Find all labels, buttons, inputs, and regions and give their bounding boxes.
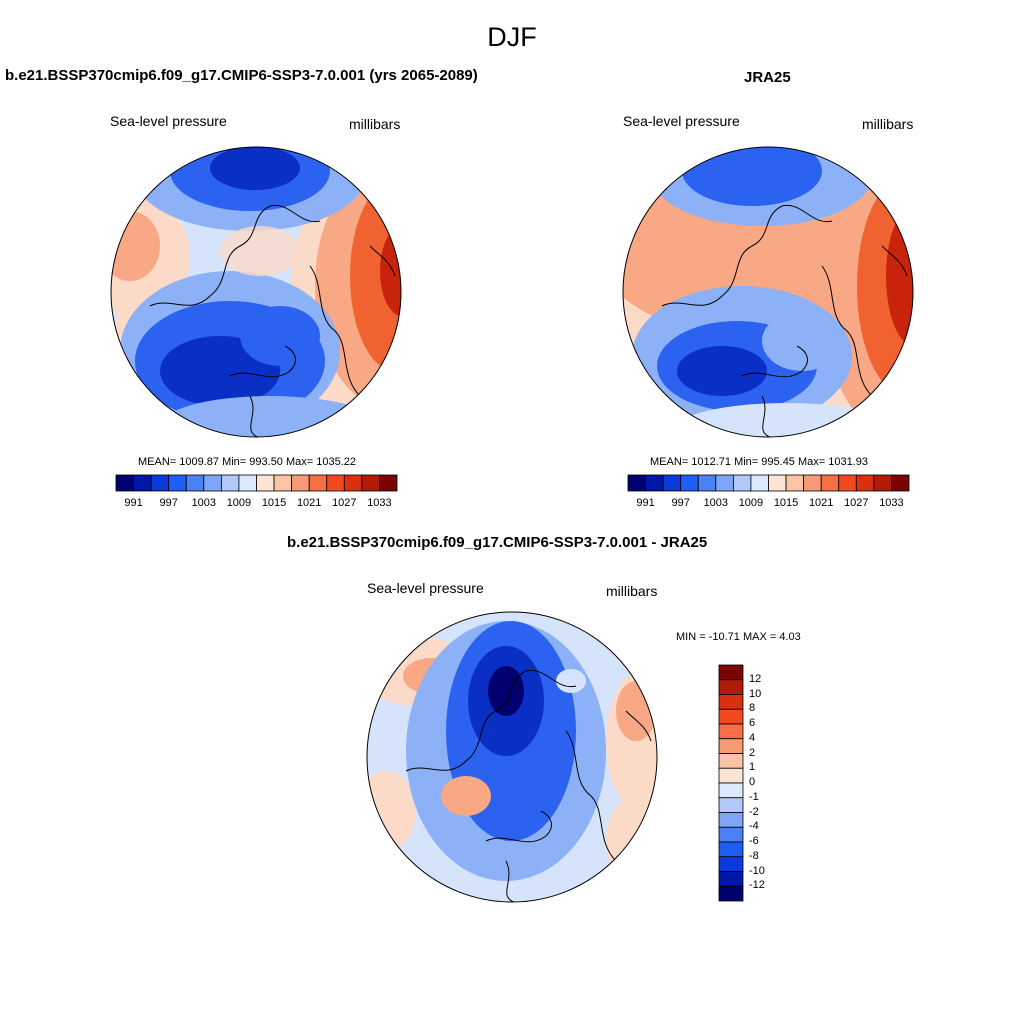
colorbar-tick-label: 1027	[844, 497, 869, 509]
colorbar-box	[718, 856, 744, 872]
colorbar-tick-label: 6	[749, 717, 756, 729]
colorbar-tick-label: 1003	[191, 497, 217, 509]
colorbar-tick-label: -2	[749, 805, 759, 818]
colorbar-tick-label: 991	[636, 497, 655, 509]
colorbar-box	[662, 474, 682, 492]
diff-variable-label: Sea-level pressure	[367, 580, 484, 596]
model-stats: MEAN= 1009.87 Min= 993.50 Max= 1035.22	[138, 456, 357, 468]
model-units-label: millibars	[349, 116, 401, 132]
colorbar-tick-label: 12	[749, 672, 762, 685]
colorbar-box	[718, 723, 744, 740]
colorbar-box	[308, 474, 328, 492]
colorbar-box	[820, 474, 840, 492]
colorbar-tick-label: 1027	[332, 497, 357, 509]
colorbar-box	[718, 871, 744, 887]
colorbar-tick-label: 1009	[226, 497, 252, 509]
obs-stats: MEAN= 1012.71 Min= 995.45 Max= 1031.93	[650, 456, 869, 468]
colorbar-box	[168, 474, 187, 492]
colorbar-box	[273, 474, 293, 492]
colorbar-box	[133, 474, 152, 492]
colorbar-box	[256, 474, 275, 492]
colorbar-box	[785, 474, 805, 492]
colorbar-box	[697, 474, 717, 492]
colorbar-box	[718, 826, 744, 843]
model-polar-map	[110, 146, 402, 438]
colorbar-box	[718, 812, 744, 828]
colorbar-box	[379, 474, 398, 492]
colorbar-box	[115, 474, 134, 492]
figure-title: DJF	[487, 22, 537, 52]
colorbar-tick-label: -4	[749, 820, 759, 833]
colorbar-box	[718, 767, 744, 784]
colorbar-tick-label: 1021	[808, 497, 834, 509]
colorbar-box	[718, 664, 744, 681]
colorbar-box	[718, 841, 744, 858]
colorbar-tick-label: -8	[749, 849, 759, 862]
colorbar-tick-label: 997	[159, 497, 178, 509]
diff-polar-map	[366, 611, 658, 903]
colorbar-box	[718, 694, 744, 710]
colorbar-box	[891, 474, 910, 492]
colorbar-tick-label: 1033	[367, 497, 392, 509]
colorbar-tick-label: 10	[749, 687, 762, 700]
colorbar-box	[203, 474, 222, 492]
colorbar-box	[627, 474, 646, 492]
colorbar-box	[361, 474, 380, 492]
colorbar-tick-label: -1	[749, 790, 759, 803]
colorbar-tick-label: 4	[749, 731, 756, 744]
colorbar-box	[291, 474, 310, 492]
colorbar-box	[238, 474, 257, 492]
obs-variable-label: Sea-level pressure	[623, 113, 740, 129]
colorbar-tick-label: 2	[749, 746, 756, 759]
colorbar-box	[732, 474, 752, 492]
colorbar-tick-label: -12	[749, 879, 765, 892]
diff-panel-title: b.e21.BSSP370cmip6.f09_g17.CMIP6-SSP3-7.…	[287, 534, 708, 551]
colorbar-box	[718, 679, 744, 695]
colorbar-box	[803, 474, 822, 492]
colorbar-box	[838, 474, 857, 492]
colorbar-tick-label: 1021	[296, 497, 322, 509]
colorbar-tick-label: 1003	[703, 497, 729, 509]
colorbar-box	[750, 474, 769, 492]
colorbar-box	[645, 474, 664, 492]
colorbar-tick-label: 1033	[879, 497, 904, 509]
colorbar-tick-label: 1015	[773, 497, 799, 509]
model-colorbar	[115, 474, 398, 492]
obs-colorbar	[627, 474, 910, 492]
colorbar-box	[718, 885, 744, 902]
obs-polar-map	[622, 146, 914, 438]
colorbar-tick-label: 997	[671, 497, 690, 509]
colorbar-box	[873, 474, 892, 492]
colorbar-box	[715, 474, 734, 492]
model-panel-title: b.e21.BSSP370cmip6.f09_g17.CMIP6-SSP3-7.…	[5, 67, 478, 84]
colorbar-box	[718, 738, 744, 754]
diff-colorbar	[718, 664, 744, 902]
colorbar-tick-label: 8	[749, 702, 756, 715]
colorbar-box	[220, 474, 240, 492]
colorbar-box	[680, 474, 699, 492]
colorbar-box	[718, 753, 744, 769]
colorbar-box	[718, 708, 744, 725]
colorbar-box	[343, 474, 363, 492]
colorbar-tick-label: 0	[749, 776, 756, 788]
colorbar-box	[855, 474, 875, 492]
colorbar-tick-label: 1	[749, 761, 756, 774]
colorbar-tick-label: -6	[749, 835, 759, 847]
diff-stats: MIN = -10.71 MAX = 4.03	[676, 631, 801, 643]
colorbar-tick-label: 1015	[261, 497, 287, 509]
colorbar-tick-label: 991	[124, 497, 143, 509]
colorbar-box	[768, 474, 787, 492]
colorbar-box	[718, 782, 744, 799]
obs-panel-title: JRA25	[744, 69, 791, 86]
colorbar-box	[718, 797, 744, 813]
obs-units-label: millibars	[862, 116, 914, 132]
model-variable-label: Sea-level pressure	[110, 113, 227, 129]
colorbar-box	[326, 474, 345, 492]
colorbar-tick-label: 1009	[738, 497, 764, 509]
diff-units-label: millibars	[606, 583, 658, 599]
colorbar-box	[185, 474, 205, 492]
colorbar-box	[150, 474, 170, 492]
colorbar-tick-label: -10	[749, 864, 765, 877]
